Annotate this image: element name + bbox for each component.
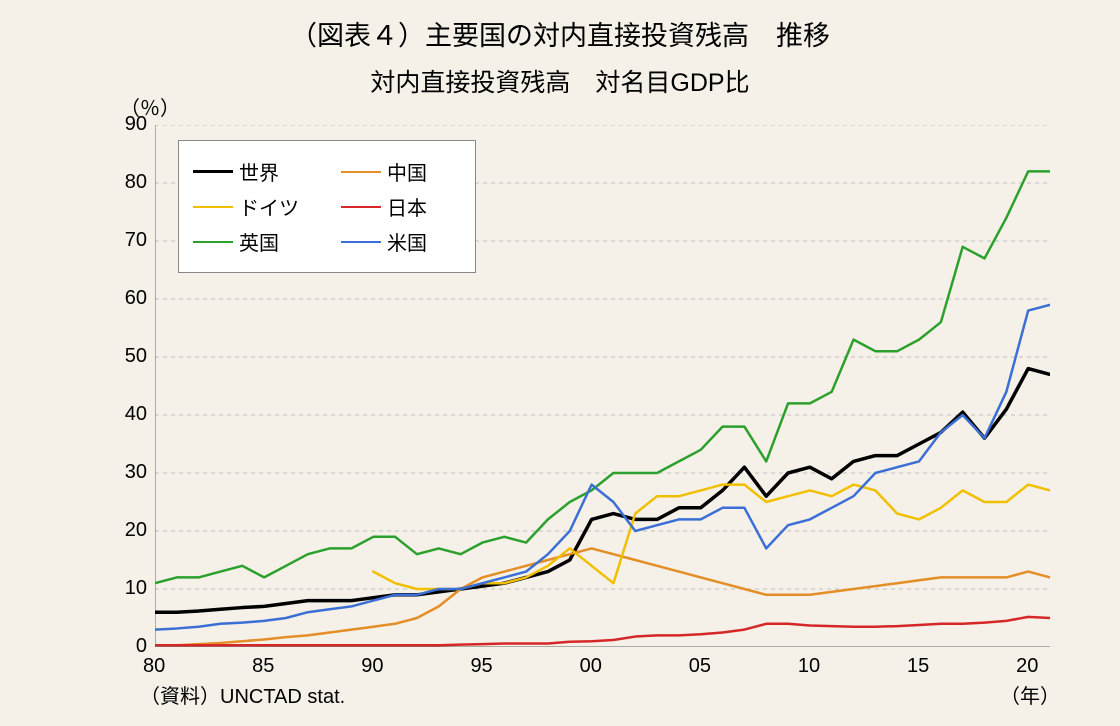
legend-swatch-icon <box>193 206 233 208</box>
x-tick: 10 <box>798 655 820 678</box>
legend-label: ドイツ <box>239 192 299 221</box>
y-tick: 10 <box>125 577 147 600</box>
main-title: （図表４）主要国の対内直接投資残高 推移 <box>0 0 1120 53</box>
x-tick: 20 <box>1016 655 1038 678</box>
legend-label: 中国 <box>387 157 427 186</box>
y-tick: 40 <box>125 403 147 426</box>
legend-item-英国: 英国 <box>193 227 313 256</box>
legend-item-ドイツ: ドイツ <box>193 192 313 221</box>
x-tick: 15 <box>907 655 929 678</box>
x-tick: 90 <box>361 655 383 678</box>
y-tick: 30 <box>125 461 147 484</box>
x-tick: 85 <box>252 655 274 678</box>
legend-swatch-icon <box>193 241 233 243</box>
y-tick: 90 <box>125 113 147 136</box>
source-label: （資料）UNCTAD stat. <box>140 680 345 709</box>
legend-label: 世界 <box>239 157 279 186</box>
y-tick: 70 <box>125 229 147 252</box>
x-axis-unit: （年） <box>1000 680 1060 709</box>
legend: 世界 中国ドイツ 日本英国 米国 <box>178 140 476 273</box>
y-tick: 60 <box>125 287 147 310</box>
legend-item-中国: 中国 <box>341 157 461 186</box>
legend-item-日本: 日本 <box>341 192 461 221</box>
x-tick: 05 <box>689 655 711 678</box>
legend-swatch-icon <box>341 241 381 243</box>
y-tick: 50 <box>125 345 147 368</box>
x-tick: 00 <box>580 655 602 678</box>
y-tick: 20 <box>125 519 147 542</box>
legend-item-米国: 米国 <box>341 227 461 256</box>
legend-label: 米国 <box>387 227 427 256</box>
legend-swatch-icon <box>341 206 381 208</box>
legend-label: 英国 <box>239 227 279 256</box>
legend-swatch-icon <box>193 170 233 173</box>
legend-item-世界: 世界 <box>193 157 313 186</box>
legend-swatch-icon <box>341 171 381 173</box>
chart-container: （図表４）主要国の対内直接投資残高 推移 対内直接投資残高 対名目GDP比 （％… <box>0 0 1120 726</box>
x-tick: 80 <box>143 655 165 678</box>
x-tick: 95 <box>470 655 492 678</box>
legend-label: 日本 <box>387 192 427 221</box>
y-tick: 80 <box>125 171 147 194</box>
